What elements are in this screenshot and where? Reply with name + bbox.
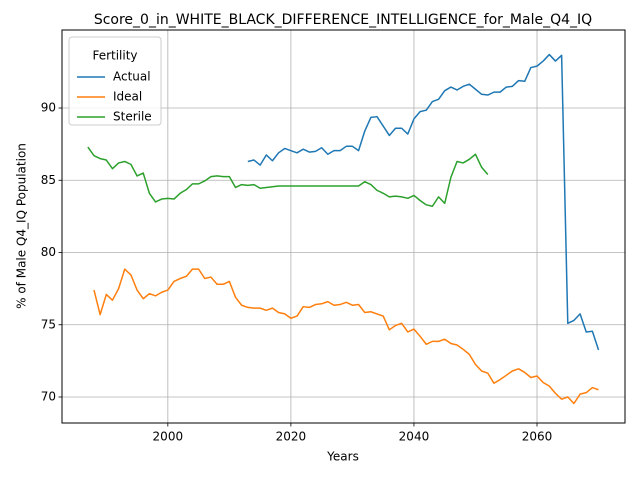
y-tick-label: 75: [41, 317, 56, 331]
legend-label: Actual: [113, 70, 151, 84]
x-tick-label: 2060: [522, 430, 553, 444]
y-tick-label: 85: [41, 173, 56, 187]
plot-lines: [87, 53, 600, 405]
x-axis-label: Years: [326, 450, 359, 464]
x-tick-label: 2020: [276, 430, 307, 444]
legend: Fertility Actual Ideal Sterile: [68, 36, 162, 126]
x-tick-label: 2040: [399, 430, 430, 444]
x-tick-label: 2000: [153, 430, 184, 444]
ticks: 2000 2020 2040 2060 70 75 80 85 90: [41, 101, 553, 444]
legend-title: Fertility: [92, 49, 137, 63]
legend-label: Ideal: [113, 90, 142, 104]
legend-label: Sterile: [113, 110, 152, 124]
y-tick-label: 70: [41, 389, 56, 403]
y-tick-label: 80: [41, 245, 56, 259]
series-line: [93, 268, 599, 405]
legend-box: [68, 36, 162, 126]
plot-frame: [61, 29, 626, 424]
y-tick-label: 90: [41, 101, 56, 115]
chart-title: Score_0_in_WHITE_BLACK_DIFFERENCE_INTELL…: [94, 12, 592, 28]
series-line: [87, 146, 489, 208]
y-axis-label: % of Male Q4_IQ Population: [15, 143, 29, 309]
series-line: [247, 53, 600, 351]
